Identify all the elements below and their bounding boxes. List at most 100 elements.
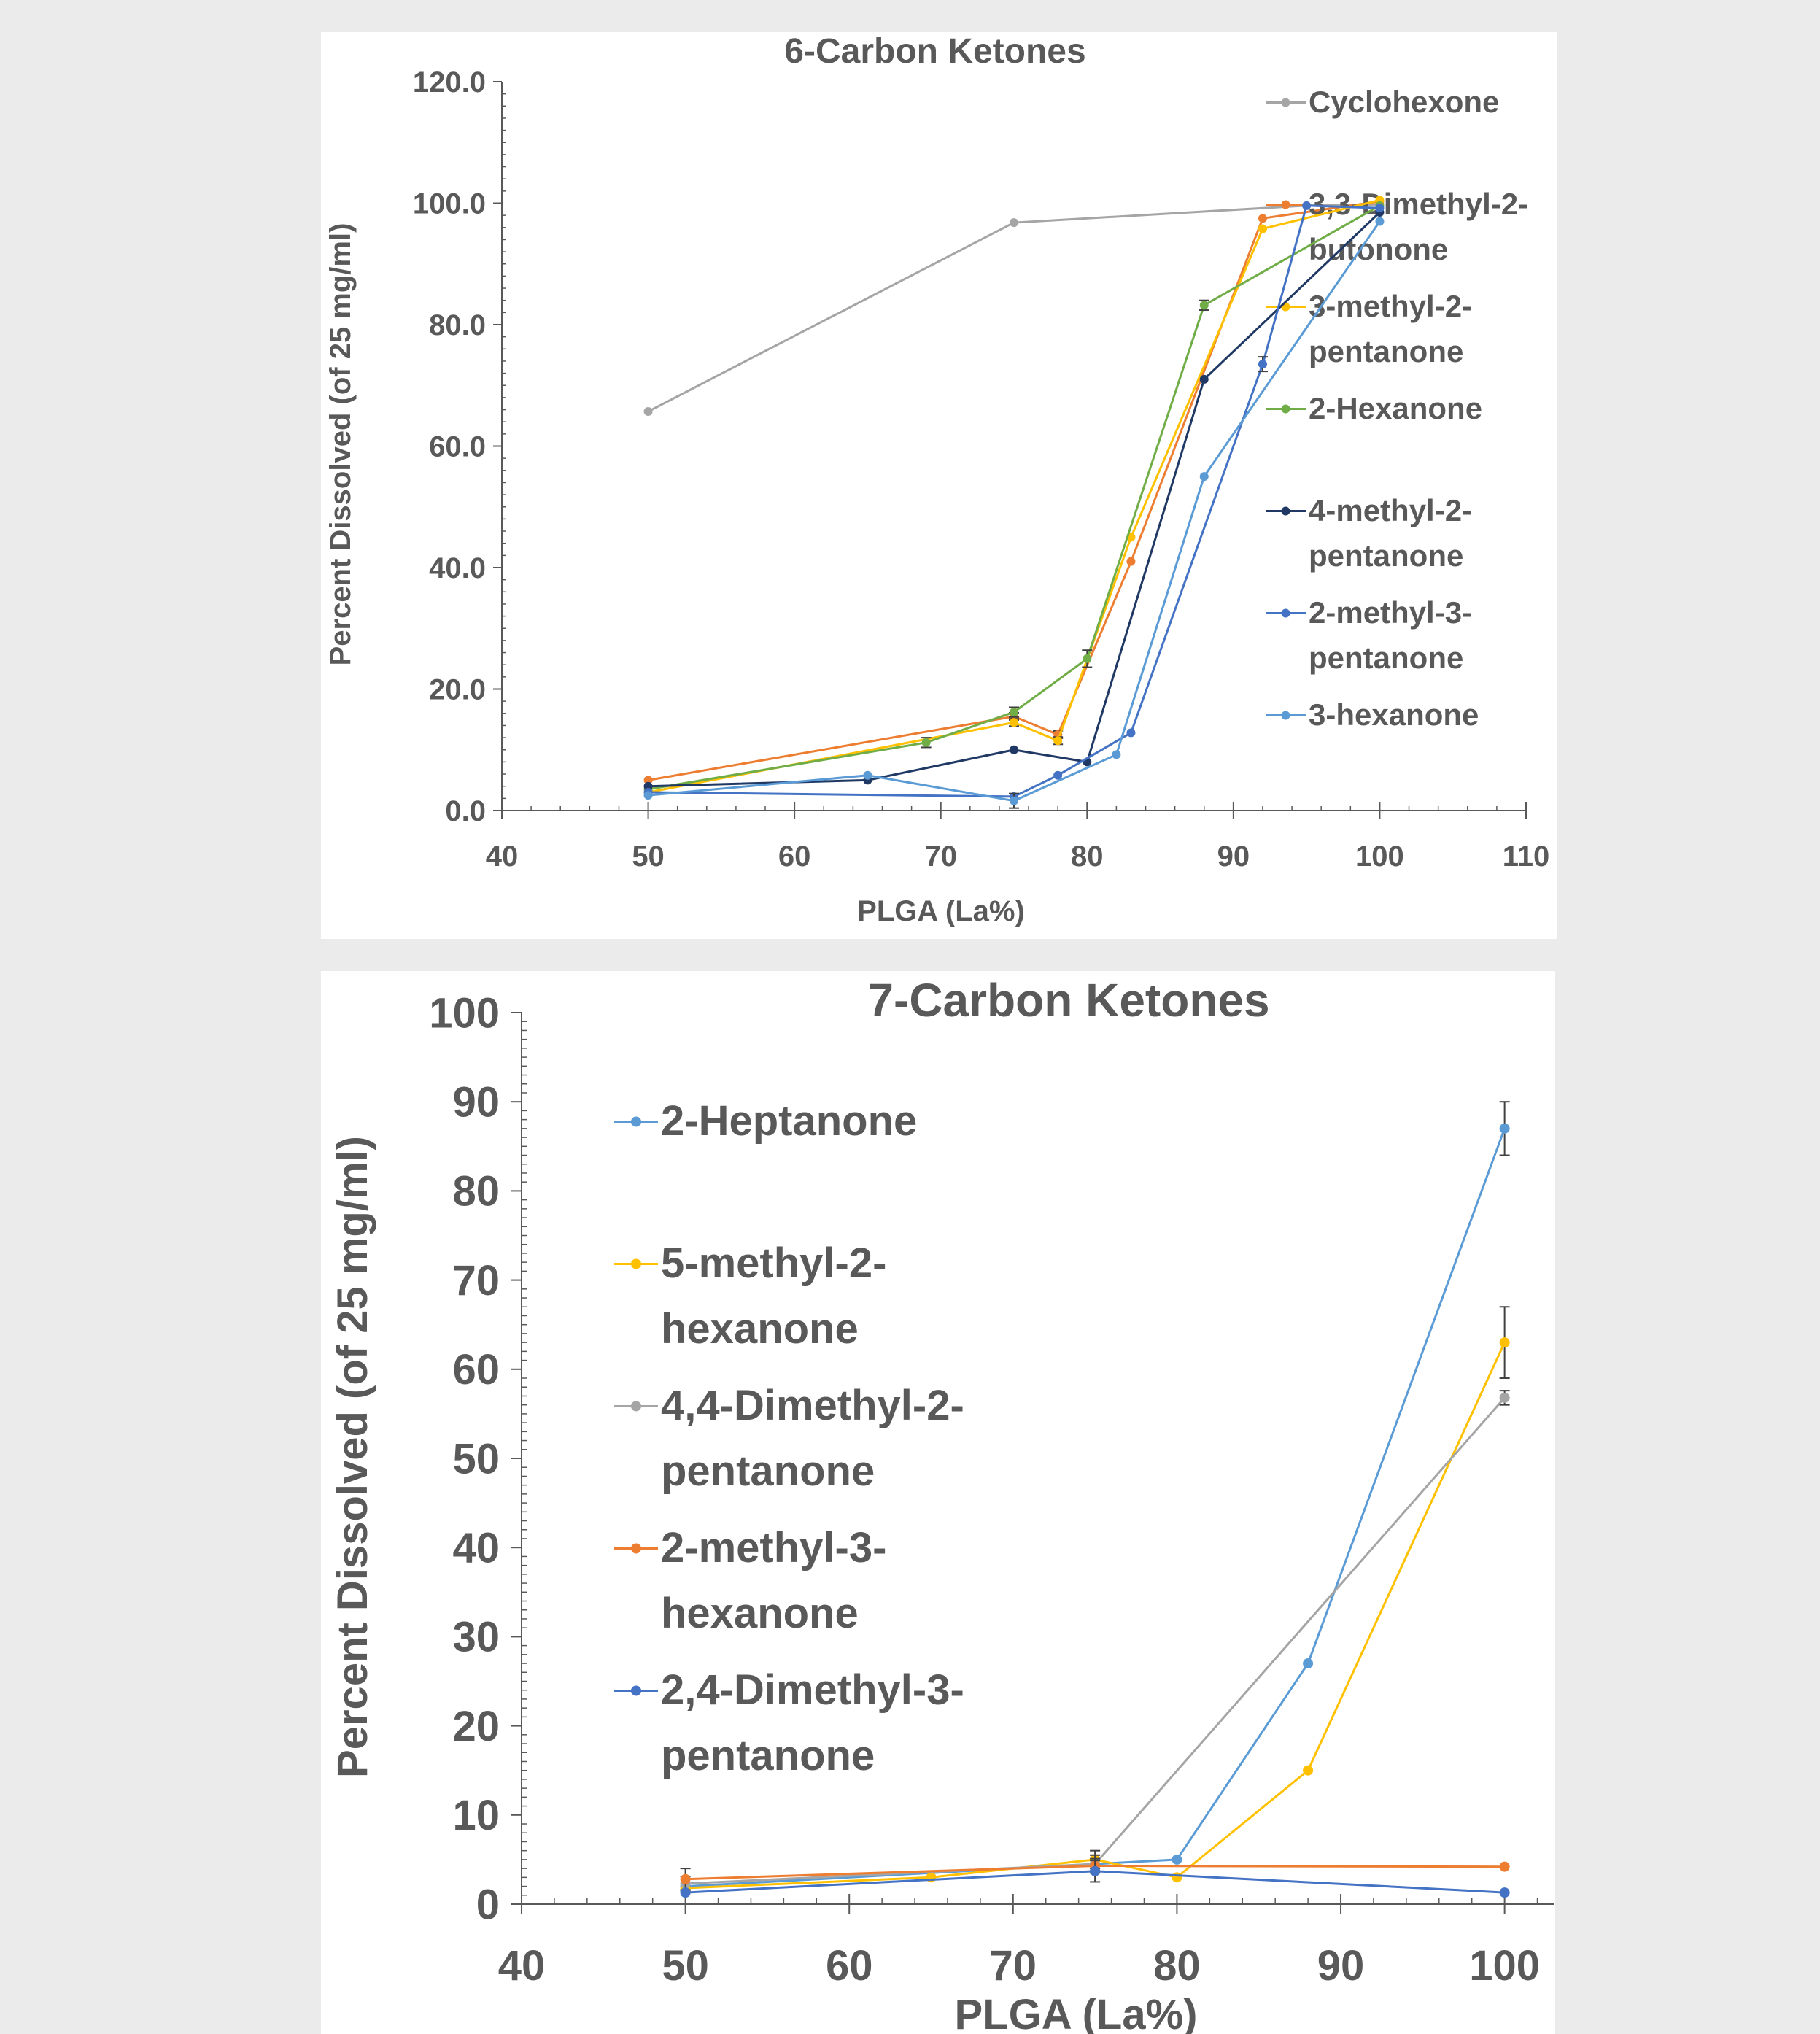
legend-swatch-marker — [1281, 711, 1290, 720]
chart-6-carbon-ketones: 6-Carbon Ketones 0.0 20.0 40.0 60.0 80.0 100.0… — [325, 32, 1550, 927]
data-point — [1499, 1337, 1510, 1348]
y-tick-label: 100 — [429, 989, 500, 1037]
y-tick-label: 80.0 — [429, 309, 486, 341]
y-axis-label: Percent Dissolved (of 25 mg/ml) — [329, 1136, 376, 1778]
data-point — [1172, 1872, 1182, 1883]
series-line-1 — [648, 200, 1380, 781]
x-tick-label: 60 — [778, 840, 811, 873]
y-tick-label: 120.0 — [413, 66, 486, 98]
legend-label: 4,4-Dimethyl-2- — [661, 1382, 964, 1429]
y-axis-label: Percent Dissolved (of 25 mg/ml) — [325, 223, 357, 666]
data-point — [1258, 360, 1267, 369]
data-point — [1375, 217, 1385, 226]
data-point — [1126, 728, 1136, 738]
y-tick-label: 100.0 — [413, 188, 486, 220]
y-tick-label: 30 — [452, 1614, 500, 1661]
data-point — [1199, 374, 1209, 384]
x-tick-label: 110 — [1503, 840, 1550, 873]
series-line-0 — [647, 203, 1380, 413]
legend-label: 2-Heptanone — [661, 1097, 917, 1145]
legend-label: pentanone — [1309, 538, 1463, 573]
data-point — [1172, 1854, 1182, 1865]
legend-label: 3-hexanone — [1309, 697, 1479, 732]
series-line-4 — [648, 211, 1381, 788]
data-point — [1302, 201, 1312, 210]
y-tick-label: 60 — [452, 1346, 500, 1393]
legend-label: pentanone — [1309, 641, 1463, 675]
x-tick-label: 80 — [1153, 1942, 1201, 1989]
legend-swatch-marker — [1281, 98, 1290, 107]
legend-label: 2-methyl-3- — [1309, 595, 1472, 630]
legend-swatch-marker — [631, 1116, 641, 1127]
legend-swatch-marker — [631, 1685, 641, 1696]
y-tick-label: 0 — [476, 1881, 500, 1928]
x-axis-label: PLGA (La%) — [955, 1991, 1198, 2034]
data-point — [1010, 745, 1018, 754]
data-point — [1199, 472, 1209, 482]
chart-panel-6-carbon: 6-Carbon Ketones 0.0 20.0 40.0 60.0 80.0 100.0… — [321, 32, 1557, 939]
y-tick-label: 50 — [452, 1435, 500, 1482]
data-point — [1258, 224, 1267, 233]
x-tick-label: 70 — [924, 840, 957, 873]
y-tick-label: 10 — [452, 1792, 500, 1839]
data-point — [680, 1887, 691, 1898]
data-point — [1090, 1865, 1101, 1876]
y-tick-label: 90 — [452, 1079, 500, 1126]
legend-swatch-marker — [1281, 506, 1290, 516]
x-tick-label: 40 — [498, 1942, 546, 1989]
legend-swatch-marker — [1281, 404, 1290, 414]
x-tick-label: 100 — [1355, 840, 1404, 873]
series-line-1 — [685, 1342, 1506, 1890]
data-point — [863, 770, 872, 780]
legend-swatch-marker — [1281, 200, 1290, 209]
legend-label: pentanone — [661, 1447, 875, 1495]
series-line-3 — [648, 204, 1381, 791]
x-tick-label: 70 — [990, 1942, 1037, 1989]
legend-label: 2-Hexanone — [1309, 391, 1482, 425]
chart-title: 6-Carbon Ketones — [784, 32, 1085, 71]
legend-label: hexanone — [661, 1305, 859, 1353]
data-point — [1303, 1658, 1314, 1669]
data-point — [1375, 204, 1385, 213]
y-tick-label: 70 — [452, 1257, 500, 1304]
x-tick-label: 80 — [1071, 840, 1104, 873]
x-axis-label: PLGA (La%) — [857, 895, 1025, 927]
data-point — [643, 781, 653, 791]
series-line-6 — [648, 220, 1381, 803]
legend-label: 4-methyl-2- — [1309, 493, 1472, 527]
y-tick-label: 40.0 — [429, 552, 486, 584]
series-line-2 — [648, 198, 1380, 794]
y-tick-label: 0.0 — [445, 795, 486, 827]
x-tick-label: 50 — [662, 1942, 709, 1989]
data-point — [921, 738, 931, 747]
data-point — [643, 791, 653, 800]
chart-title: 7-Carbon Ketones — [867, 974, 1269, 1026]
data-point — [1303, 1765, 1314, 1776]
legend-label: 5-methyl-2- — [661, 1240, 886, 1287]
data-point — [1010, 708, 1018, 717]
data-point — [1199, 301, 1209, 310]
data-point — [1010, 718, 1018, 727]
data-point — [1053, 770, 1063, 780]
y-tick-label: 80 — [452, 1168, 500, 1215]
data-point — [1010, 796, 1018, 805]
legend-swatch-marker — [1281, 608, 1290, 618]
data-point — [1499, 1861, 1510, 1872]
legend-label: Cyclohexone — [1309, 85, 1499, 119]
data-point — [1499, 1392, 1510, 1403]
legend-label: 2-methyl-3- — [661, 1524, 886, 1571]
data-point — [1126, 557, 1136, 566]
legend-swatch-marker — [631, 1401, 641, 1412]
y-tick-label: 40 — [452, 1525, 500, 1572]
x-tick-label: 90 — [1317, 1942, 1365, 1989]
legend-label: 3,3-Dimethyl-2- — [1309, 187, 1528, 221]
x-tick-label: 40 — [486, 840, 519, 873]
x-tick-label: 60 — [826, 1942, 873, 1989]
data-point — [1258, 214, 1267, 223]
chart-7-carbon-ketones: 7-Carbon Ketones 0 10 20 30 40 50 60 70 80 90 100 40… — [329, 974, 1554, 2034]
data-point — [1083, 654, 1092, 663]
legend-swatch-marker — [631, 1543, 641, 1554]
y-tick-label: 60.0 — [429, 431, 486, 463]
legend-label: 2,4-Dimethyl-3- — [661, 1666, 964, 1714]
legend-label: pentanone — [1309, 334, 1463, 368]
